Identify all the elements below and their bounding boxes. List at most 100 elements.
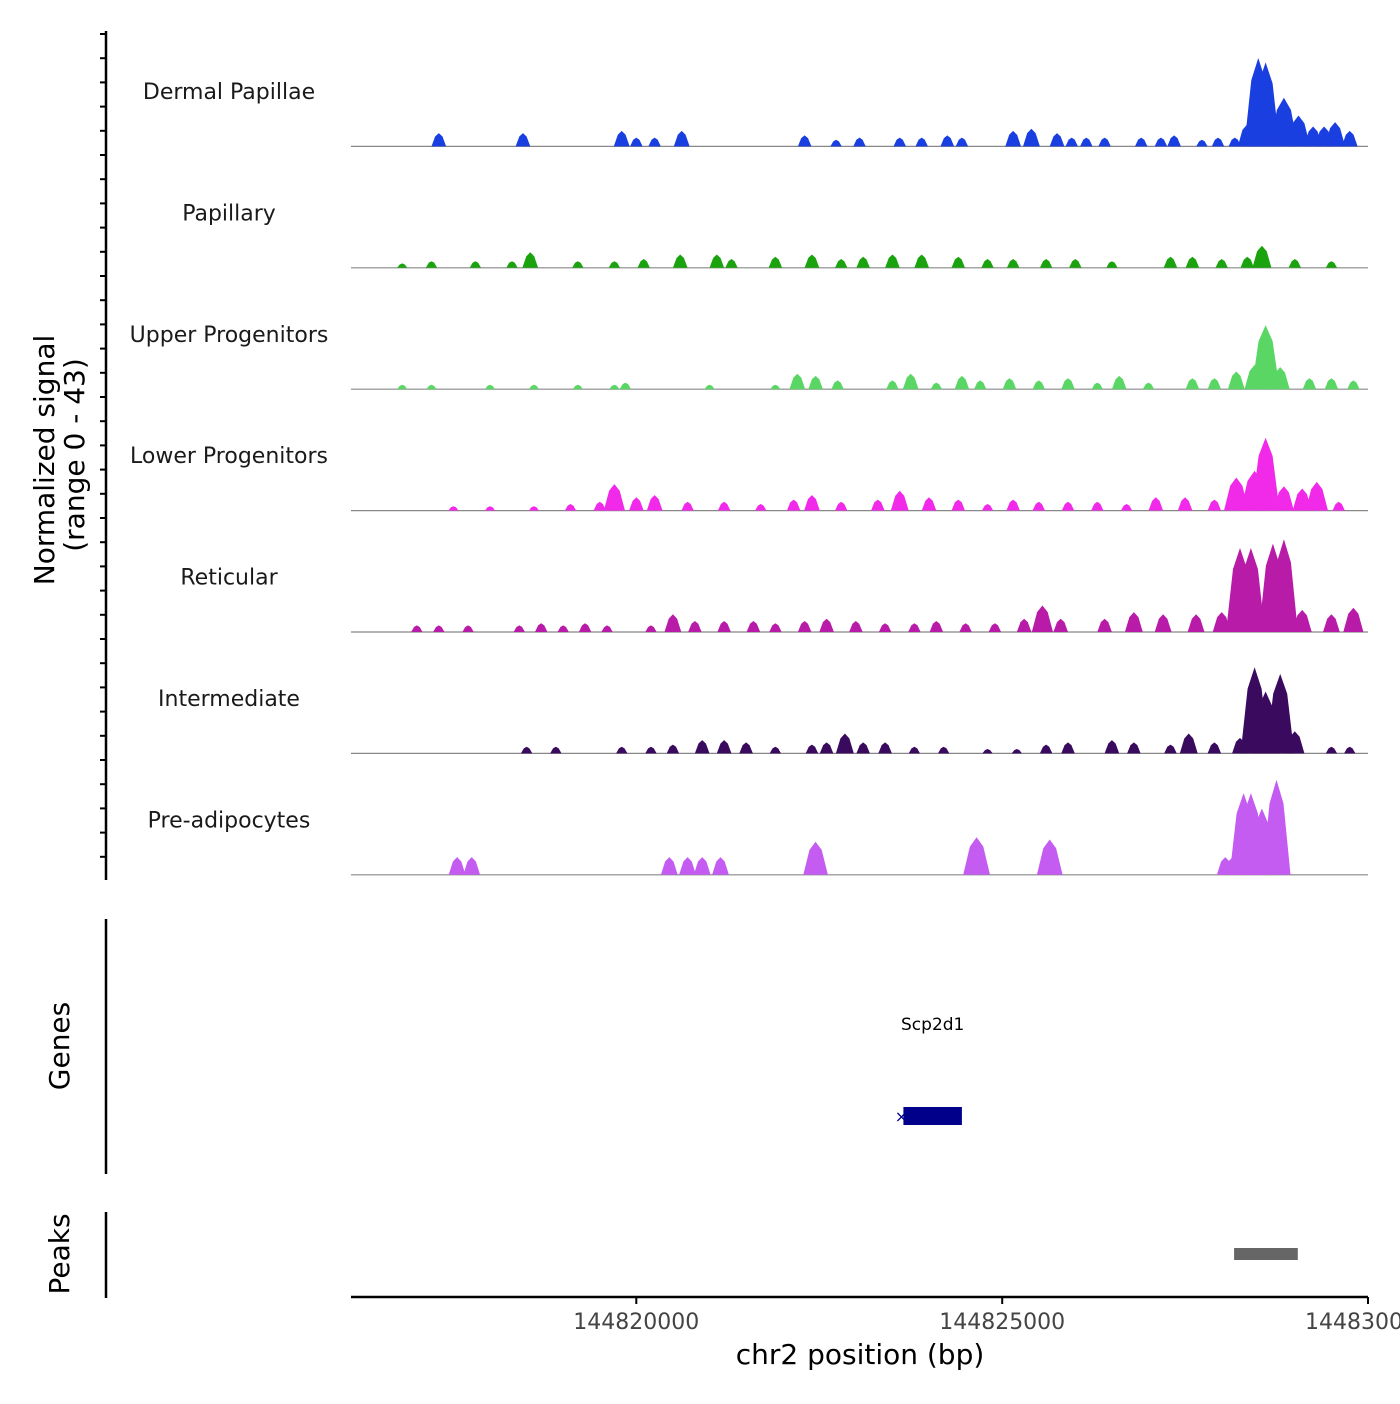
signal-peak (1185, 256, 1200, 268)
signal-peak (725, 259, 738, 268)
signal-peak (484, 506, 496, 511)
signal-peak (951, 256, 965, 268)
signal-peak (831, 380, 844, 390)
track-intermediate: Intermediate (158, 667, 1368, 755)
signal-peak (693, 857, 711, 875)
x-axis-ticks: 144820000 144825000 144830000 (573, 1297, 1400, 1335)
signal-peak (1061, 378, 1075, 390)
signal-peak (856, 256, 870, 268)
signal-peak (1154, 614, 1172, 632)
signal-peak (688, 621, 702, 632)
signal-peak (981, 504, 994, 511)
track-upper-progenitors: Upper Progenitors (130, 323, 1368, 390)
signal-peak (484, 384, 496, 390)
signal-peak (1006, 259, 1020, 268)
signal-peak (921, 497, 937, 511)
signal-peak (1215, 259, 1228, 268)
signal-peak (1061, 501, 1075, 511)
signal-peak (679, 857, 696, 875)
signal-peak (646, 495, 663, 511)
signal-peak (951, 499, 965, 511)
signal-peak (797, 621, 812, 632)
signal-tracks: Dermal Papillae Papillary Upper Progenitor… (130, 58, 1368, 876)
signal-peak (1091, 382, 1103, 390)
signal-peak (1224, 477, 1249, 511)
signal-peak (1185, 378, 1200, 390)
signal-peak (520, 746, 533, 754)
signal-peak (885, 254, 900, 268)
signal-peak (981, 259, 994, 268)
signal-peak (572, 261, 584, 268)
track-lower-progenitors: Lower Progenitors (130, 437, 1368, 512)
signal-peak (974, 380, 987, 390)
track-pre-adipocytes: Pre-adipocytes (148, 779, 1368, 876)
signal-peak (557, 625, 569, 632)
signal-peak (572, 384, 583, 390)
track-label: Dermal Papillae (143, 80, 315, 105)
signal-peak (704, 384, 715, 390)
signal-peak (988, 623, 1002, 632)
signal-peak (1196, 139, 1208, 147)
signal-peak (1142, 382, 1155, 390)
signal-peak (1036, 839, 1063, 875)
signal-peak (1002, 378, 1017, 390)
track-reticular: Reticular (180, 539, 1368, 633)
signal-peak (616, 746, 628, 754)
signal-peak (645, 625, 657, 632)
signal-peak (1305, 481, 1328, 511)
signal-peak (1104, 740, 1120, 754)
signal-peak (603, 484, 625, 511)
x-tick-label: 144820000 (573, 1310, 699, 1335)
signal-peak (893, 137, 906, 147)
signal-peak (1031, 605, 1053, 632)
signal-peak (1302, 378, 1317, 390)
signal-peak (608, 261, 621, 268)
track-label: Papillary (182, 201, 276, 226)
track-label: Upper Progenitors (130, 323, 329, 348)
signal-peak (564, 504, 577, 511)
genes-track: Scp2d1 × (895, 1015, 965, 1126)
signal-peak (1292, 488, 1312, 511)
signal-peak (666, 744, 680, 754)
signal-peak (804, 495, 820, 511)
signal-peak (830, 139, 842, 147)
signal-peak (431, 133, 447, 147)
y-axis-range-label: (range 0 - 43) (58, 358, 91, 552)
x-tick-label: 144830000 (1305, 1310, 1400, 1335)
signal-peak (1163, 256, 1178, 268)
signal-peak (1240, 256, 1254, 268)
signal-peak (681, 501, 694, 511)
signal-peak (1292, 609, 1312, 632)
signal-peak (709, 254, 725, 268)
signal-peak (550, 746, 562, 754)
signal-peak (397, 384, 408, 390)
signal-peak (1154, 137, 1168, 147)
signal-peak (803, 841, 828, 875)
signal-peak (411, 625, 423, 632)
signal-peak (1167, 135, 1181, 147)
signal-peak (886, 380, 899, 390)
signal-peak (1270, 367, 1290, 390)
signal-peak (1269, 539, 1298, 632)
signal-peak (1135, 137, 1148, 147)
gene-body (903, 1107, 962, 1125)
signal-peak (1039, 744, 1053, 754)
gene-label: Scp2d1 (901, 1015, 964, 1035)
signal-peak (819, 618, 834, 632)
signal-peak (513, 625, 525, 632)
signal-peak (789, 373, 806, 390)
signal-peak (1252, 245, 1272, 268)
signal-peak (1212, 612, 1231, 632)
signal-peak (1120, 504, 1133, 511)
signal-peak (664, 614, 682, 632)
signal-peak (908, 746, 920, 754)
signal-peak (1053, 618, 1068, 632)
signal-peak (1106, 261, 1118, 268)
signal-peak (515, 133, 531, 147)
signal-peak (712, 857, 729, 875)
signal-peak (770, 384, 781, 390)
signal-peak (1098, 137, 1111, 147)
signal-peak (1207, 742, 1222, 754)
signal-peak (648, 137, 661, 147)
signal-peak (954, 375, 970, 390)
